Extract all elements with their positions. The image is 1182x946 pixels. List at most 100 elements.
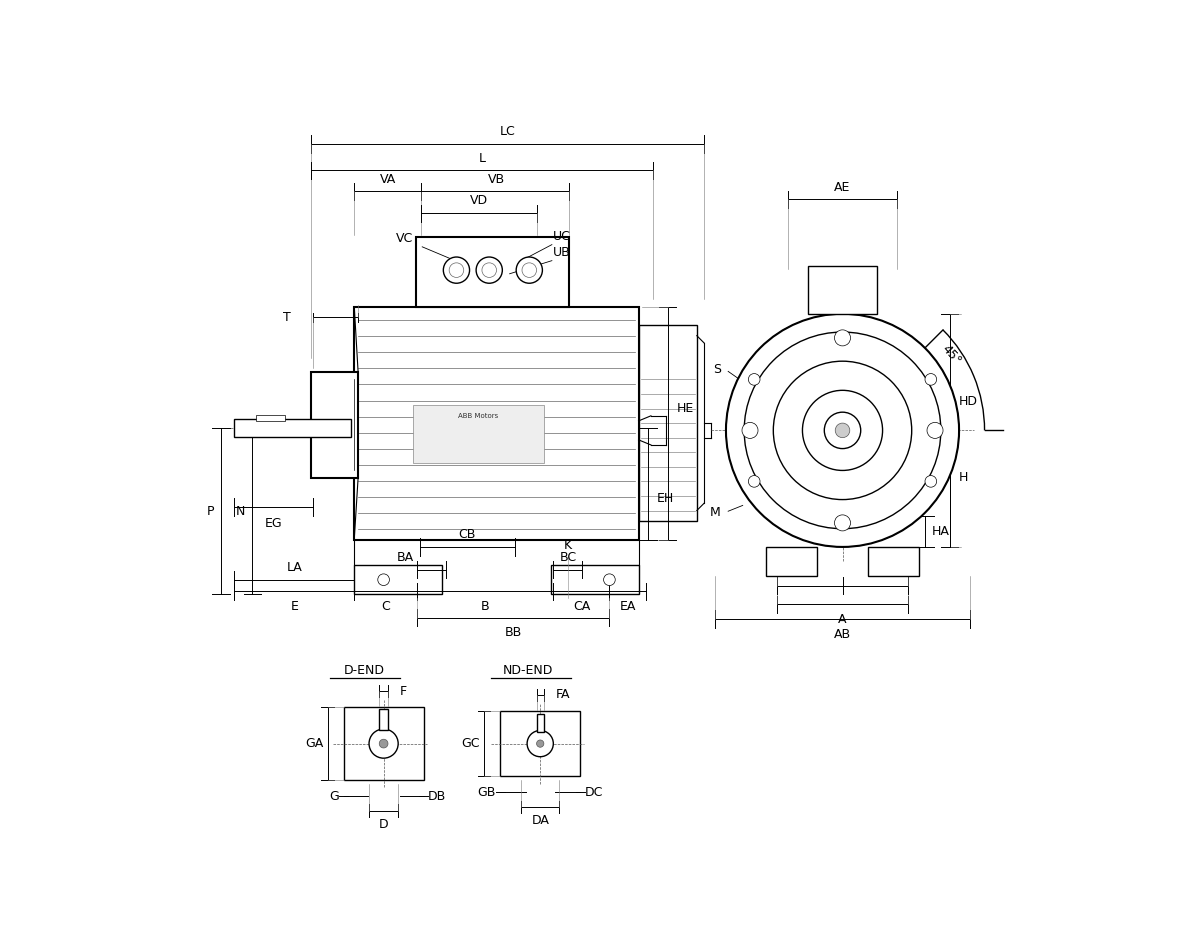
Text: EA: EA [619,600,636,613]
Text: UB: UB [553,246,571,259]
Text: VC: VC [396,233,413,245]
Text: D: D [378,818,389,831]
Circle shape [476,257,502,283]
Circle shape [834,330,851,346]
Bar [256,415,285,421]
Wedge shape [726,408,743,452]
Text: GB: GB [478,786,495,799]
Text: VB: VB [488,172,505,185]
Wedge shape [875,506,918,540]
Bar [344,708,423,780]
Text: HE: HE [676,402,694,415]
Bar [638,324,697,521]
Bar [355,565,442,594]
Wedge shape [766,320,810,355]
Text: DA: DA [531,815,550,827]
Text: BA: BA [396,551,414,564]
Wedge shape [941,408,959,452]
Bar [416,237,570,307]
Circle shape [926,374,936,385]
Text: H: H [959,470,968,483]
Circle shape [378,574,389,586]
Text: BB: BB [505,626,522,639]
Text: S: S [713,363,721,377]
Text: P: P [207,505,214,517]
Text: DB: DB [428,790,447,802]
Wedge shape [820,314,865,332]
Text: FA: FA [557,689,571,701]
Circle shape [742,422,758,438]
Wedge shape [766,506,810,540]
Circle shape [773,361,911,499]
Text: VD: VD [470,195,488,207]
Bar [551,565,638,594]
Text: C: C [382,600,390,613]
Text: EG: EG [265,517,282,530]
Circle shape [379,739,388,748]
Circle shape [926,476,936,487]
Text: AA: AA [801,568,818,581]
Text: G: G [330,790,339,802]
Text: M: M [710,506,721,519]
Wedge shape [918,464,953,507]
Text: T: T [284,311,291,324]
Bar [379,709,388,730]
Text: N: N [236,505,245,517]
Bar [500,710,580,777]
Bar [808,267,877,314]
Wedge shape [733,354,767,397]
Text: HA: HA [933,525,950,538]
Text: LA: LA [287,561,303,574]
Circle shape [482,263,496,277]
Text: D-END: D-END [344,664,384,677]
Circle shape [834,515,851,531]
Wedge shape [918,354,953,397]
Circle shape [748,476,760,487]
Text: CB: CB [459,528,476,541]
Text: L: L [479,151,486,165]
Text: KA: KA [868,568,883,581]
Text: B: B [481,600,489,613]
Bar [355,307,638,539]
Bar [311,372,358,478]
Text: GC: GC [461,737,480,750]
Text: BC: BC [559,551,577,564]
Text: GA: GA [305,737,323,750]
Text: CA: CA [573,600,590,613]
Bar [868,547,918,576]
Circle shape [604,574,616,586]
Circle shape [803,391,883,470]
Circle shape [726,314,959,547]
Text: DC: DC [585,786,603,799]
Wedge shape [875,320,918,355]
Text: AE: AE [834,181,851,194]
Text: EH: EH [657,492,674,505]
Text: ABB Motors: ABB Motors [459,412,499,419]
Text: K: K [564,539,572,552]
Bar [537,713,544,732]
Text: E: E [291,600,299,613]
Circle shape [527,730,553,757]
Text: VA: VA [379,172,396,185]
Text: ND-END: ND-END [502,664,553,677]
Circle shape [836,423,850,438]
Circle shape [522,263,537,277]
Text: A: A [838,613,846,626]
Circle shape [369,729,398,758]
Text: UC: UC [553,230,571,243]
Circle shape [927,422,943,438]
Circle shape [537,740,544,747]
Text: 45°: 45° [940,342,965,368]
Bar [766,547,817,576]
Text: LC: LC [500,125,515,138]
Wedge shape [733,464,767,507]
Wedge shape [820,529,865,547]
Text: HD: HD [959,394,978,408]
Circle shape [449,263,463,277]
Text: F: F [400,685,407,697]
Circle shape [517,257,543,283]
Circle shape [824,412,860,448]
Bar [234,419,351,437]
Circle shape [748,374,760,385]
Circle shape [443,257,469,283]
